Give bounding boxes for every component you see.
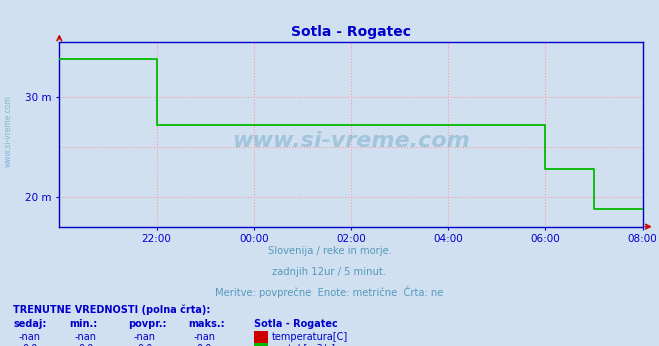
- Text: www.si-vreme.com: www.si-vreme.com: [232, 131, 470, 152]
- Text: 0,0: 0,0: [196, 344, 212, 346]
- Text: www.si-vreme.com: www.si-vreme.com: [3, 95, 13, 167]
- Text: Meritve: povprečne  Enote: metrične  Črta: ne: Meritve: povprečne Enote: metrične Črta:…: [215, 286, 444, 298]
- Text: Sotla - Rogatec: Sotla - Rogatec: [254, 319, 337, 329]
- Text: -nan: -nan: [74, 332, 97, 342]
- Title: Sotla - Rogatec: Sotla - Rogatec: [291, 25, 411, 39]
- Text: 0,0: 0,0: [22, 344, 38, 346]
- Text: maks.:: maks.:: [188, 319, 225, 329]
- Text: Slovenija / reke in morje.: Slovenija / reke in morje.: [268, 246, 391, 256]
- Text: -nan: -nan: [18, 332, 41, 342]
- Text: 0,0: 0,0: [78, 344, 94, 346]
- Text: -nan: -nan: [193, 332, 215, 342]
- Text: temperatura[C]: temperatura[C]: [272, 332, 349, 342]
- Text: 0,0: 0,0: [137, 344, 153, 346]
- Text: zadnjih 12ur / 5 minut.: zadnjih 12ur / 5 minut.: [273, 267, 386, 277]
- Text: povpr.:: povpr.:: [129, 319, 167, 329]
- Text: sedaj:: sedaj:: [13, 319, 47, 329]
- Text: pretok[m3/s]: pretok[m3/s]: [272, 344, 335, 346]
- Text: min.:: min.:: [69, 319, 98, 329]
- Text: -nan: -nan: [134, 332, 156, 342]
- Text: TRENUTNE VREDNOSTI (polna črta):: TRENUTNE VREDNOSTI (polna črta):: [13, 304, 211, 315]
